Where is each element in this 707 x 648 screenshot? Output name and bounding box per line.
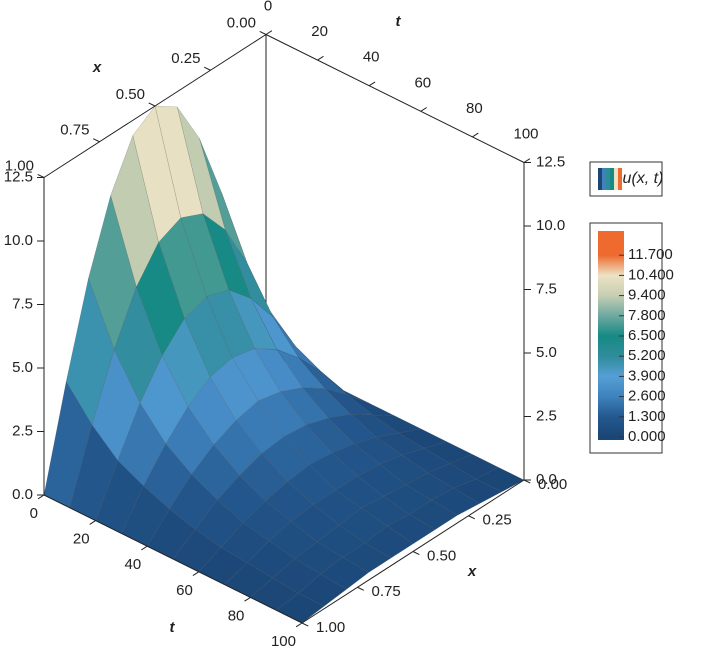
x-tick-label: 0.50: [116, 86, 145, 103]
tick-mark: [523, 479, 531, 484]
tick-mark: [420, 107, 427, 112]
z-tick-label: 5.0: [536, 344, 557, 361]
y-tick-label: 80: [228, 607, 245, 624]
z-tick-label: 2.5: [536, 407, 557, 424]
colorbar-label: 11.700: [628, 246, 673, 263]
tick-mark: [301, 622, 309, 627]
z-tick-label: 5.0: [12, 359, 33, 376]
y-tick-label: 20: [73, 531, 90, 548]
legend-swatch: [598, 168, 622, 190]
y-tick-label: 60: [176, 582, 193, 599]
y-tick-label: 80: [466, 100, 483, 117]
axis-line: [43, 494, 303, 624]
z-tick-label: 7.5: [536, 280, 557, 297]
y-tick-label: 0: [30, 505, 38, 522]
tick-mark: [244, 596, 251, 602]
z-tick-label: 2.5: [12, 422, 33, 439]
swatch-stripe: [606, 168, 610, 190]
z-tick-label: 12.5: [4, 168, 33, 185]
tick-mark: [148, 102, 156, 107]
y-tick-label: 40: [363, 49, 380, 66]
colorbar: 0.000 1.300 2.600 3.900 5.200 6.500 7.800 9.400…: [589, 222, 674, 454]
x-tick-label: 0.00: [227, 14, 256, 31]
t-axis-title: t: [396, 13, 402, 30]
colorbar-label: 0.000: [628, 428, 666, 445]
tick-mark: [37, 494, 45, 500]
legend: u(x, t): [589, 161, 664, 197]
y-tick-label: 100: [271, 633, 296, 648]
x-tick-label: 0.75: [372, 583, 401, 600]
x-tick-label: 0.75: [60, 122, 89, 139]
z-tick-label: 10.0: [4, 232, 33, 249]
colorbar-label: 2.600: [628, 388, 666, 405]
tick-mark: [295, 622, 303, 628]
y-tick-label: 40: [125, 556, 142, 573]
tick-mark: [203, 66, 211, 71]
y-tick-label: 60: [414, 74, 431, 91]
colorbar-label: 1.300: [628, 408, 666, 425]
z-tick-label: 0.0: [536, 471, 557, 488]
y-tick-label: 20: [311, 23, 328, 40]
tick-mark: [412, 551, 420, 556]
z-tick-label: 0.0: [12, 486, 33, 503]
colorbar-label: 7.800: [628, 307, 666, 324]
swatch-stripe: [598, 168, 602, 190]
axes-layer: 0.0 0.0 2.5 2.5 5.0 5.0 7.5 7.5 10.0 10.0 12.5 12.5…: [4, 0, 567, 648]
colorbar-label: 9.400: [628, 287, 666, 304]
tick-mark: [89, 520, 96, 525]
tick-mark: [259, 30, 267, 35]
x-tick-label: 0.25: [483, 512, 512, 529]
z-tick-label: 10.0: [536, 217, 565, 234]
tick-mark: [472, 132, 479, 138]
swatch-stripe: [610, 168, 614, 190]
x-axis-title: x: [467, 563, 477, 580]
swatch-stripe: [618, 168, 622, 190]
z-tick-label: 7.5: [12, 295, 33, 312]
z-tick-label: 12.5: [536, 153, 565, 170]
x-tick-label: 0.50: [427, 547, 456, 564]
tick-mark: [523, 158, 531, 163]
t-axis-title: t: [170, 619, 176, 636]
y-tick-label: 100: [513, 125, 538, 142]
tick-mark: [141, 545, 148, 551]
surface: [43, 105, 525, 624]
tick-mark: [468, 515, 476, 520]
x-tick-label: 0.25: [171, 50, 200, 67]
legend-label: u(x, t): [623, 170, 664, 187]
swatch-stripe: [602, 168, 606, 190]
colorbar-label: 5.200: [628, 347, 666, 364]
tick-mark: [92, 138, 100, 143]
colorbar-label: 10.400: [628, 266, 674, 283]
y-tick-label: 0: [264, 0, 272, 14]
x-tick-label: 1.00: [316, 619, 345, 636]
axis-line: [265, 34, 525, 163]
x-tick-label: 1.00: [5, 157, 34, 174]
tick-mark: [357, 586, 365, 591]
tick-mark: [192, 571, 200, 577]
tick-mark: [265, 30, 273, 35]
colorbar-label: 6.500: [628, 327, 666, 344]
tick-mark: [37, 173, 45, 178]
tick-mark: [317, 55, 324, 61]
x-tick-label: 0.00: [538, 476, 567, 493]
x-axis-title: x: [92, 59, 102, 76]
tick-mark: [368, 81, 376, 87]
colorbar-label: 3.900: [628, 367, 666, 384]
swatch-stripe: [614, 168, 618, 190]
